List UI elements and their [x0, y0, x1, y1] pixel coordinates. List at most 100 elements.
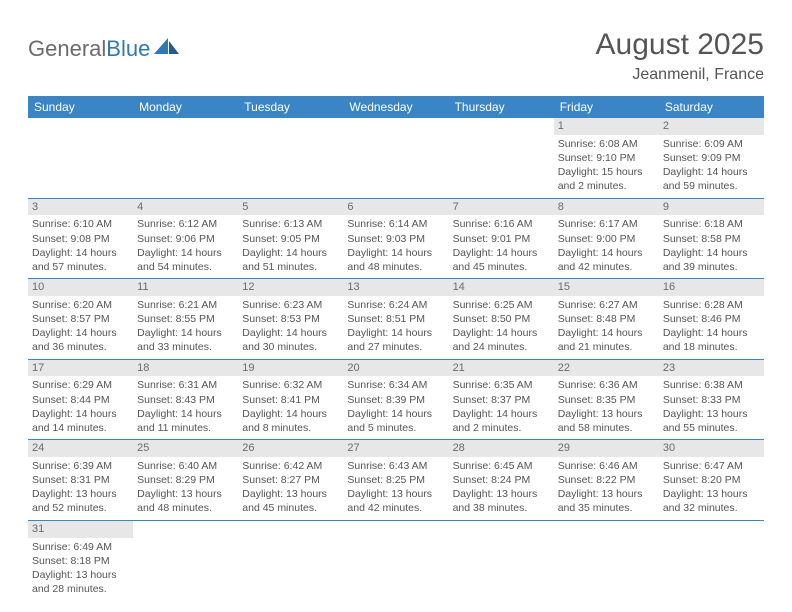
daylight-line: Daylight: 13 hours and 32 minutes. [663, 487, 760, 515]
daylight-line: Daylight: 14 hours and 2 minutes. [453, 407, 550, 435]
day-content: Sunrise: 6:13 AMSunset: 9:05 PMDaylight:… [238, 215, 343, 278]
calendar-cell: 13Sunrise: 6:24 AMSunset: 8:51 PMDayligh… [343, 279, 448, 360]
calendar-cell [133, 520, 238, 600]
daylight-line: Daylight: 13 hours and 38 minutes. [453, 487, 550, 515]
daylight-line: Daylight: 14 hours and 57 minutes. [32, 246, 129, 274]
daylight-line: Daylight: 14 hours and 59 minutes. [663, 165, 760, 193]
weekday-header: Thursday [449, 96, 554, 118]
sunset-line: Sunset: 8:31 PM [32, 473, 129, 487]
day-number: 24 [28, 440, 133, 457]
calendar-cell: 31Sunrise: 6:49 AMSunset: 8:18 PMDayligh… [28, 520, 133, 600]
daylight-line: Daylight: 14 hours and 33 minutes. [137, 326, 234, 354]
day-number: 13 [343, 279, 448, 296]
weekday-header: Friday [554, 96, 659, 118]
calendar-cell: 4Sunrise: 6:12 AMSunset: 9:06 PMDaylight… [133, 198, 238, 279]
day-number: 8 [554, 199, 659, 216]
sunset-line: Sunset: 8:46 PM [663, 312, 760, 326]
calendar-row: 24 Sunrise: 6:39 AMSunset: 8:31 PM Dayligh… [28, 440, 764, 521]
sunrise-line: Sunrise: 6:16 AM [453, 217, 550, 231]
sail-icon [154, 36, 180, 62]
sunset-line: Sunset: 8:22 PM [558, 473, 655, 487]
daylight-line: Daylight: 14 hours and 11 minutes. [137, 407, 234, 435]
sunrise-line: Sunrise: 6:21 AM [137, 298, 234, 312]
calendar-cell: 25Sunrise: 6:40 AMSunset: 8:29 PMDayligh… [133, 440, 238, 521]
calendar-cell: 8Sunrise: 6:17 AMSunset: 9:00 PMDaylight… [554, 198, 659, 279]
daylight-line: Daylight: 14 hours and 24 minutes. [453, 326, 550, 354]
daylight-line: Daylight: 14 hours and 42 minutes. [558, 246, 655, 274]
day-content: Sunrise: 6:36 AMSunset: 8:35 PMDaylight:… [554, 376, 659, 439]
sunrise-line: Sunrise: 6:27 AM [558, 298, 655, 312]
day-content: Sunrise: 6:29 AMSunset: 8:44 PMDaylight:… [28, 376, 133, 439]
day-content: Sunrise: 6:24 AMSunset: 8:51 PMDaylight:… [343, 296, 448, 359]
day-number: 22 [554, 360, 659, 377]
weekday-header: Sunday [28, 96, 133, 118]
calendar-cell [554, 520, 659, 600]
daylight-line: Daylight: 14 hours and 48 minutes. [347, 246, 444, 274]
day-number: 30 [659, 440, 764, 457]
day-number: 23 [659, 360, 764, 377]
calendar-cell [28, 118, 133, 198]
day-number: 18 [133, 360, 238, 377]
calendar-cell [449, 520, 554, 600]
sunrise-line: Sunrise: 6:46 AM [558, 459, 655, 473]
sunset-line: Sunset: 8:25 PM [347, 473, 444, 487]
calendar-cell: 14Sunrise: 6:25 AMSunset: 8:50 PMDayligh… [449, 279, 554, 360]
sunrise-line: Sunrise: 6:24 AM [347, 298, 444, 312]
sunrise-line: Sunrise: 6:35 AM [453, 378, 550, 392]
sunset-line: Sunset: 8:39 PM [347, 393, 444, 407]
day-number: 11 [133, 279, 238, 296]
calendar-cell [343, 520, 448, 600]
sunset-line: Sunset: 8:27 PM [242, 473, 339, 487]
calendar-cell [449, 118, 554, 198]
daylight-line: Daylight: 14 hours and 8 minutes. [242, 407, 339, 435]
daylight-line: Daylight: 13 hours and 45 minutes. [242, 487, 339, 515]
sunrise-line: Sunrise: 6:47 AM [663, 459, 760, 473]
sunset-line: Sunset: 9:09 PM [663, 151, 760, 165]
calendar-cell: 16Sunrise: 6:28 AMSunset: 8:46 PMDayligh… [659, 279, 764, 360]
calendar-row: 17Sunrise: 6:29 AMSunset: 8:44 PMDayligh… [28, 359, 764, 440]
sunrise-line: Sunrise: 6:18 AM [663, 217, 760, 231]
header: GeneralBlue August 2025 Jeanmenil, Franc… [28, 28, 764, 84]
calendar-cell: 26Sunrise: 6:42 AMSunset: 8:27 PMDayligh… [238, 440, 343, 521]
day-content: Sunrise: 6:18 AMSunset: 8:58 PMDaylight:… [659, 215, 764, 278]
daylight-line: Daylight: 14 hours and 21 minutes. [558, 326, 655, 354]
sunset-line: Sunset: 9:03 PM [347, 232, 444, 246]
day-number: 1 [554, 118, 659, 135]
sunset-line: Sunset: 9:08 PM [32, 232, 129, 246]
daylight-line: Daylight: 14 hours and 45 minutes. [453, 246, 550, 274]
daylight-line: Daylight: 13 hours and 28 minutes. [32, 568, 129, 596]
month-title: August 2025 [596, 28, 764, 62]
calendar-cell [238, 520, 343, 600]
day-number: 12 [238, 279, 343, 296]
day-content: Sunrise: 6:21 AMSunset: 8:55 PMDaylight:… [133, 296, 238, 359]
sunrise-line: Sunrise: 6:39 AM [32, 459, 129, 473]
sunrise-line: Sunrise: 6:34 AM [347, 378, 444, 392]
calendar-cell: 7Sunrise: 6:16 AMSunset: 9:01 PMDaylight… [449, 198, 554, 279]
sunset-line: Sunset: 9:00 PM [558, 232, 655, 246]
daylight-line: Daylight: 14 hours and 5 minutes. [347, 407, 444, 435]
daylight-line: Daylight: 14 hours and 18 minutes. [663, 326, 760, 354]
day-content: Sunrise: 6:46 AMSunset: 8:22 PMDaylight:… [554, 457, 659, 520]
day-content: Sunrise: 6:43 AMSunset: 8:25 PMDaylight:… [343, 457, 448, 520]
day-content: Sunrise: 6:12 AMSunset: 9:06 PMDaylight:… [133, 215, 238, 278]
weekday-header: Tuesday [238, 96, 343, 118]
logo-text-blue: Blue [106, 36, 150, 62]
calendar-cell: 20Sunrise: 6:34 AMSunset: 8:39 PMDayligh… [343, 359, 448, 440]
calendar-cell: 3Sunrise: 6:10 AMSunset: 9:08 PMDaylight… [28, 198, 133, 279]
sunset-line: Sunset: 8:24 PM [453, 473, 550, 487]
daylight-line: Daylight: 15 hours and 2 minutes. [558, 165, 655, 193]
day-number: 29 [554, 440, 659, 457]
daylight-line: Daylight: 14 hours and 27 minutes. [347, 326, 444, 354]
sunset-line: Sunset: 9:10 PM [558, 151, 655, 165]
calendar-cell: 24Sunrise: 6:39 AMSunset: 8:31 PMDayligh… [28, 440, 133, 521]
daylight-line: Daylight: 13 hours and 58 minutes. [558, 407, 655, 435]
day-content: Sunrise: 6:35 AMSunset: 8:37 PMDaylight:… [449, 376, 554, 439]
day-number: 15 [554, 279, 659, 296]
sunrise-line: Sunrise: 6:36 AM [558, 378, 655, 392]
day-content: Sunrise: 6:16 AMSunset: 9:01 PMDaylight:… [449, 215, 554, 278]
sunset-line: Sunset: 8:35 PM [558, 393, 655, 407]
day-number: 14 [449, 279, 554, 296]
day-number: 5 [238, 199, 343, 216]
day-content: Sunrise: 6:23 AMSunset: 8:53 PMDaylight:… [238, 296, 343, 359]
calendar-cell: 17Sunrise: 6:29 AMSunset: 8:44 PMDayligh… [28, 359, 133, 440]
